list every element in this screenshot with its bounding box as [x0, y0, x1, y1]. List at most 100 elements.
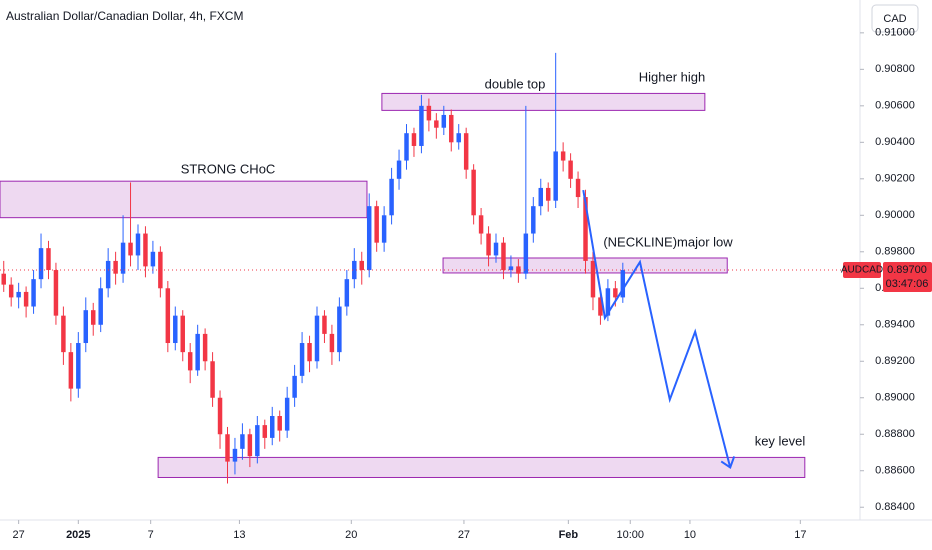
candle-body	[613, 288, 618, 298]
candle-body	[314, 315, 320, 362]
candle-body	[344, 279, 350, 307]
candle-body	[187, 352, 193, 371]
candle-body	[381, 215, 387, 243]
y-tick-label: 0.90000	[875, 209, 915, 221]
zone	[157, 456, 806, 478]
candle-body	[374, 206, 379, 243]
candle-body	[501, 242, 506, 271]
currency-label[interactable]: CAD	[883, 13, 906, 25]
y-tick-label: 0.90200	[875, 173, 915, 185]
x-tick-label: 10	[684, 529, 696, 541]
candle-body	[217, 397, 223, 435]
candle-body	[590, 260, 596, 298]
candle-body	[76, 343, 81, 389]
candle-body	[426, 105, 432, 121]
candle-body	[508, 266, 514, 271]
candle-body	[471, 169, 476, 216]
chart-title: Australian Dollar/Canadian Dollar, 4h, F…	[6, 9, 243, 23]
candle-body	[83, 310, 89, 344]
y-tick-label: 0.90800	[875, 63, 915, 75]
candle-body	[352, 260, 357, 280]
candle-body	[195, 333, 200, 371]
countdown: 03:47:06	[886, 278, 929, 290]
candle-body	[277, 416, 282, 431]
candle-body	[113, 260, 118, 274]
candle-body	[165, 288, 171, 344]
candle-body	[105, 260, 111, 289]
candle-body	[419, 105, 424, 146]
y-tick-label: 0.89200	[875, 355, 915, 367]
candle-body	[329, 333, 335, 353]
candle-body	[150, 251, 156, 267]
candle-body	[202, 333, 208, 362]
y-tick-label: 0.88800	[875, 428, 915, 440]
projection-path	[582, 189, 732, 468]
candle-body	[68, 352, 74, 389]
candle-body	[232, 448, 238, 462]
candle-body	[247, 434, 253, 457]
candle-body	[284, 397, 290, 431]
candle-body	[255, 425, 260, 457]
annotation: STRONG CHoC	[181, 161, 276, 176]
candle-body	[389, 178, 394, 216]
y-tick-label: 0.90600	[875, 100, 915, 112]
candle-body	[486, 233, 491, 256]
candle-body	[38, 248, 44, 280]
candle-body	[583, 197, 588, 261]
candle-body	[568, 160, 573, 179]
candle-body	[16, 291, 21, 298]
candle-body	[434, 120, 439, 128]
annotation: double top	[485, 76, 546, 91]
currency-button[interactable]	[871, 4, 919, 33]
candle-body	[135, 233, 141, 256]
candle-body	[128, 242, 133, 256]
candle-body	[560, 151, 566, 161]
candle-body	[598, 297, 603, 316]
candle-body	[8, 284, 14, 298]
zone	[0, 180, 368, 219]
x-tick-label: Feb	[559, 529, 579, 541]
annotation: (NECKLINE)major low	[603, 234, 733, 249]
candle-body	[173, 315, 178, 344]
candle-body	[605, 288, 611, 316]
candle-body	[90, 310, 96, 325]
x-tick-label: 13	[233, 529, 245, 541]
projection-arrowhead	[720, 456, 736, 469]
candle-body	[411, 133, 417, 146]
candle-body	[180, 315, 185, 353]
candle-body	[575, 178, 581, 198]
candle-body	[262, 425, 268, 438]
candle-body	[404, 133, 409, 161]
candle-body	[46, 248, 51, 271]
x-tick-label: 27	[458, 529, 470, 541]
candle-body	[143, 233, 148, 267]
candle-body	[396, 160, 402, 179]
candle-body	[292, 375, 297, 398]
candle-body	[61, 315, 66, 353]
price-tag-label: 0.89700	[887, 264, 927, 276]
candle-body	[531, 206, 536, 234]
candle-body	[23, 291, 29, 307]
candle-body	[516, 266, 521, 274]
y-tick-label: 0.89000	[875, 392, 915, 404]
candle-body	[620, 270, 626, 298]
candle-body	[359, 260, 364, 271]
candle-body	[441, 114, 447, 128]
symbol-tag-label: AUDCAD	[841, 265, 883, 276]
candle-body	[307, 343, 312, 362]
candle-body	[523, 233, 529, 274]
y-tick-label: 0.89800	[875, 246, 915, 258]
candle-body	[240, 434, 245, 449]
candle-body	[463, 133, 469, 170]
x-tick-label: 10:00	[617, 529, 645, 541]
candle-body	[120, 242, 126, 274]
candle-body	[538, 187, 544, 207]
x-tick-label: 17	[794, 529, 806, 541]
candle-body	[210, 361, 215, 398]
symbol-tag	[843, 262, 881, 279]
candle-body	[270, 416, 275, 438]
candle-body	[456, 133, 461, 143]
candle-body	[53, 270, 59, 316]
